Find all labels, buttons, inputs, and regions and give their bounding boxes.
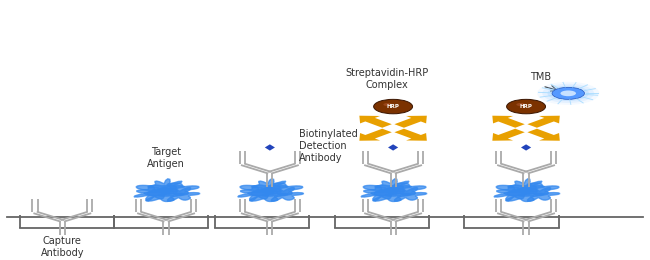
Polygon shape <box>504 188 544 202</box>
Polygon shape <box>492 116 525 128</box>
Polygon shape <box>134 186 173 201</box>
Text: Streptavidin-HRP
Complex: Streptavidin-HRP Complex <box>345 68 428 90</box>
Polygon shape <box>265 144 275 151</box>
Text: Capture
Antibody: Capture Antibody <box>40 237 84 258</box>
Circle shape <box>506 99 545 114</box>
Polygon shape <box>252 179 288 194</box>
Polygon shape <box>384 183 426 195</box>
Polygon shape <box>508 179 545 194</box>
Polygon shape <box>527 116 560 128</box>
Polygon shape <box>136 185 177 196</box>
Text: A: A <box>524 126 528 131</box>
Polygon shape <box>388 144 398 151</box>
Polygon shape <box>144 188 184 202</box>
Circle shape <box>560 90 576 96</box>
Polygon shape <box>262 187 304 201</box>
Polygon shape <box>248 188 288 202</box>
Circle shape <box>542 84 594 103</box>
Text: Target
Antigen: Target Antigen <box>147 147 185 169</box>
Circle shape <box>516 103 525 106</box>
Text: A: A <box>391 126 396 131</box>
Polygon shape <box>494 186 532 201</box>
Polygon shape <box>371 188 411 202</box>
Polygon shape <box>497 185 536 196</box>
Polygon shape <box>159 187 200 201</box>
Polygon shape <box>527 129 560 141</box>
Polygon shape <box>363 185 404 196</box>
Polygon shape <box>240 185 280 196</box>
Polygon shape <box>361 186 400 201</box>
Polygon shape <box>238 186 276 201</box>
Polygon shape <box>359 129 392 141</box>
Polygon shape <box>157 183 199 195</box>
Circle shape <box>384 103 392 106</box>
Circle shape <box>374 99 413 114</box>
Polygon shape <box>516 183 559 195</box>
Polygon shape <box>260 183 303 195</box>
Polygon shape <box>359 116 392 128</box>
Polygon shape <box>521 144 531 151</box>
Polygon shape <box>492 129 525 141</box>
Text: Biotinylated
Detection
Antibody: Biotinylated Detection Antibody <box>299 129 358 163</box>
Circle shape <box>537 82 599 105</box>
Text: TMB: TMB <box>530 72 552 82</box>
Circle shape <box>552 87 584 99</box>
Circle shape <box>547 86 589 101</box>
Polygon shape <box>375 179 411 194</box>
Polygon shape <box>148 179 185 194</box>
Polygon shape <box>395 116 427 128</box>
Text: HRP: HRP <box>519 104 532 109</box>
Polygon shape <box>519 187 560 201</box>
Text: HRP: HRP <box>387 104 400 109</box>
Polygon shape <box>395 129 427 141</box>
Polygon shape <box>385 187 427 201</box>
